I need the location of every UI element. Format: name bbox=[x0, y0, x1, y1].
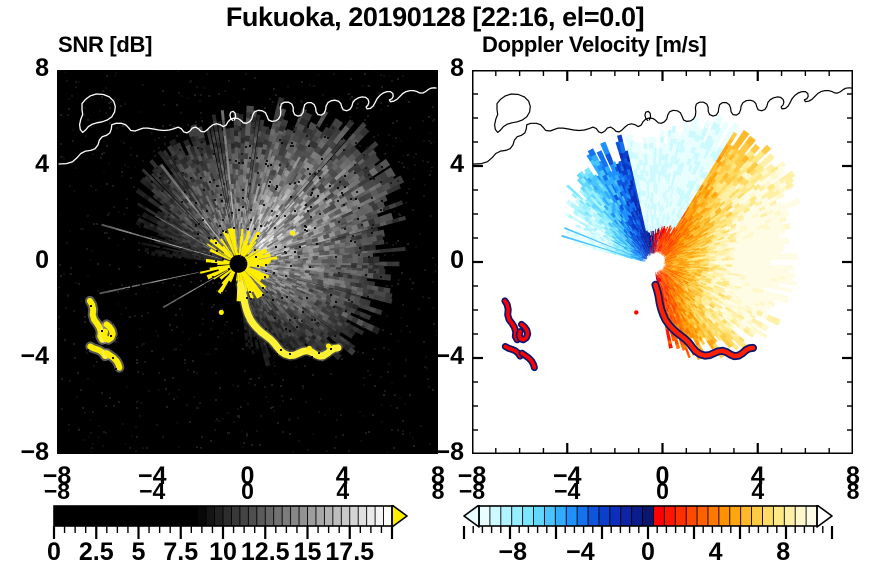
colorbar-bottom-tick-snr: 7.5 bbox=[163, 538, 199, 566]
colorbar-bottom-tick-doppler: −4 bbox=[566, 538, 595, 566]
y-tick-label-doppler: 4 bbox=[450, 150, 464, 178]
colorbar-bottom-tick-snr: 2.5 bbox=[78, 538, 114, 566]
page-title: Fukuoka, 20190128 [22:16, el=0.0] bbox=[225, 2, 645, 32]
x-tick-label-snr: −8 bbox=[42, 462, 72, 490]
colorbar-top-tick-snr-colorbar: 0 bbox=[241, 478, 254, 504]
snr-colorbar[interactable] bbox=[52, 505, 413, 551]
y-tick-label-snr: −8 bbox=[20, 438, 49, 466]
x-tick-label-doppler: 8 bbox=[846, 462, 860, 490]
doppler-radar-panel[interactable] bbox=[472, 70, 853, 454]
colorbar-top-tick-doppler-colorbar: −4 bbox=[554, 478, 581, 504]
y-tick-label-doppler: −4 bbox=[435, 342, 464, 370]
colorbar-bottom-tick-snr: 12.5 bbox=[240, 538, 290, 566]
colorbar-bottom-tick-doppler: 4 bbox=[708, 538, 723, 566]
colorbar-bottom-tick-doppler: −8 bbox=[498, 538, 528, 566]
x-tick-label-snr: 4 bbox=[335, 462, 350, 490]
y-tick-label-doppler: 8 bbox=[450, 54, 464, 82]
panel-title-snr: SNR [dB] bbox=[58, 32, 153, 57]
colorbar-bottom-tick-snr: 17.5 bbox=[325, 538, 375, 566]
x-tick-label-doppler: 4 bbox=[750, 462, 765, 490]
x-tick-label-snr: 8 bbox=[431, 462, 445, 490]
y-tick-label-snr: −4 bbox=[20, 342, 49, 370]
colorbar-top-tick-snr-colorbar: −8 bbox=[43, 478, 71, 504]
panel-title-doppler: Doppler Velocity [m/s] bbox=[482, 32, 707, 57]
colorbar-top-tick-snr-colorbar: 4 bbox=[336, 478, 350, 504]
colorbar-bottom-tick-snr: 5 bbox=[131, 538, 146, 566]
colorbar-bottom-tick-snr: 10 bbox=[209, 538, 237, 566]
y-tick-label-snr: 8 bbox=[35, 54, 49, 82]
colorbar-top-tick-snr-colorbar: 8 bbox=[431, 478, 445, 504]
x-tick-label-doppler: 0 bbox=[655, 462, 670, 490]
colorbar-bottom-tick-doppler: 0 bbox=[641, 538, 655, 566]
snr-radar-panel[interactable] bbox=[57, 70, 438, 454]
x-tick-label-snr: 0 bbox=[240, 462, 255, 490]
colorbar-top-tick-doppler-colorbar: 8 bbox=[846, 478, 860, 504]
colorbar-top-tick-doppler-colorbar: 4 bbox=[751, 478, 765, 504]
y-tick-label-doppler: −8 bbox=[435, 438, 464, 466]
y-tick-label-snr: 0 bbox=[35, 246, 49, 274]
x-tick-label-doppler: −4 bbox=[552, 462, 582, 490]
colorbar-top-tick-doppler-colorbar: 0 bbox=[656, 478, 669, 504]
colorbar-bottom-tick-snr: 0 bbox=[47, 538, 61, 566]
x-tick-label-doppler: −8 bbox=[457, 462, 487, 490]
colorbar-bottom-tick-snr: 15 bbox=[293, 538, 322, 566]
y-tick-label-snr: 4 bbox=[35, 150, 49, 178]
y-tick-label-doppler: 0 bbox=[450, 246, 464, 274]
doppler-colorbar[interactable] bbox=[462, 505, 838, 551]
x-tick-label-snr: −4 bbox=[137, 462, 167, 490]
colorbar-top-tick-snr-colorbar: −4 bbox=[139, 478, 166, 504]
colorbar-top-tick-doppler-colorbar: −8 bbox=[458, 478, 486, 504]
colorbar-bottom-tick-doppler: 8 bbox=[776, 538, 791, 566]
